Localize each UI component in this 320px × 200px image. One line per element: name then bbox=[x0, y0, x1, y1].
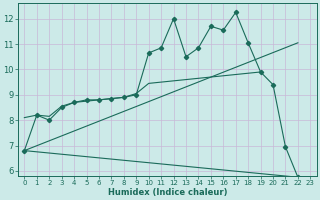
X-axis label: Humidex (Indice chaleur): Humidex (Indice chaleur) bbox=[108, 188, 227, 197]
